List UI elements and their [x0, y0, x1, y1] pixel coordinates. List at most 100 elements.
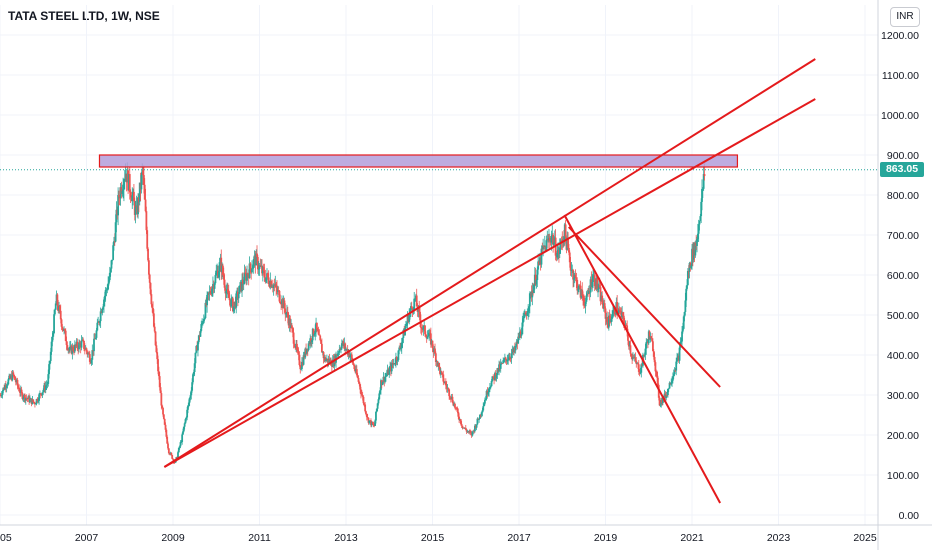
candle-body [360, 389, 362, 395]
candle-body [11, 372, 14, 381]
candle-body [350, 354, 353, 359]
candle-body [699, 216, 702, 221]
candle-body [502, 360, 505, 364]
candle-body [401, 337, 404, 343]
candle-body [604, 308, 607, 319]
candle-body [569, 262, 572, 271]
candle-body [495, 374, 498, 379]
candle-body [597, 285, 600, 290]
candle-body [618, 309, 621, 311]
candle-body [252, 259, 255, 267]
candle-body [237, 293, 240, 299]
candle-body [424, 325, 426, 335]
candle-body [317, 330, 320, 335]
candle-body [368, 420, 371, 423]
candle-body [384, 376, 387, 382]
candle-body [535, 280, 538, 285]
candle-body [185, 417, 188, 420]
candle-body [353, 365, 356, 370]
candle-body [170, 452, 173, 455]
candle-body [489, 387, 491, 389]
candle-body [319, 335, 322, 341]
candle-body [21, 393, 24, 399]
candle-body [192, 372, 195, 375]
candle-body [390, 363, 393, 372]
candle-body [400, 342, 403, 348]
candle-body [177, 447, 180, 453]
candle-body [248, 263, 251, 279]
candle-body [222, 265, 224, 276]
candle-body [553, 242, 555, 245]
candle-body [267, 277, 270, 284]
candle-body [629, 345, 632, 354]
candle-body [39, 393, 42, 395]
candle-body [29, 399, 31, 403]
candle-body [53, 314, 55, 334]
candle-body [573, 278, 575, 280]
candle-body [608, 315, 611, 320]
candle-body [202, 322, 204, 324]
candle-body [241, 279, 243, 292]
candle-body [187, 405, 189, 410]
candle-body [320, 343, 323, 353]
candle-body [222, 275, 225, 280]
candle-body [186, 409, 189, 418]
candle-body [410, 306, 413, 308]
candle-body [114, 222, 117, 242]
candle-body [244, 272, 247, 274]
candle-body [231, 298, 234, 312]
candle-body [217, 271, 220, 278]
x-tick-label: 2005 [0, 532, 12, 544]
candle-body [108, 279, 110, 284]
candle-body [33, 402, 36, 404]
candle-body [164, 424, 167, 430]
candle-body [157, 371, 160, 377]
candle-body [17, 385, 20, 388]
candle-body [645, 342, 648, 349]
candle-body [177, 452, 179, 458]
candle-body [246, 273, 248, 281]
candle-body [187, 402, 190, 406]
candle-body [702, 174, 705, 189]
candle-body [285, 313, 288, 315]
candle-body [578, 285, 580, 290]
candle-body [5, 385, 8, 388]
candle-body [207, 292, 209, 295]
candle-body [193, 363, 196, 373]
candle-body [428, 332, 431, 336]
y-tick-label: 700.00 [887, 230, 919, 242]
candle-body [671, 380, 673, 383]
candle-body [652, 341, 654, 352]
candle-body [192, 374, 194, 383]
candle-body [568, 252, 571, 263]
candle-body [567, 239, 569, 248]
candle-body [184, 419, 187, 424]
candle-body [672, 374, 675, 377]
candle-body [131, 195, 134, 202]
candle-body [182, 426, 185, 432]
candle-body [54, 303, 57, 310]
candle-body [537, 261, 540, 270]
candle-body [83, 340, 85, 349]
candle-body [414, 298, 416, 300]
candle-body [666, 395, 668, 396]
candle-body [13, 374, 16, 377]
candle-body [701, 188, 703, 202]
candle-body [322, 352, 325, 359]
candle-body [519, 331, 522, 336]
candle-body [690, 265, 693, 268]
candle-body [189, 395, 192, 398]
candle-body [302, 355, 305, 365]
candle-body [230, 299, 233, 307]
candle-body [147, 260, 150, 275]
candle-body [265, 277, 268, 282]
currency-badge[interactable]: INR [890, 7, 920, 27]
candle-body [324, 357, 327, 362]
candle-body [617, 309, 620, 313]
candle-body [375, 411, 377, 421]
candle-body [665, 395, 668, 399]
candle-body [676, 357, 678, 362]
candle-body [362, 396, 365, 404]
candle-body [394, 363, 396, 365]
